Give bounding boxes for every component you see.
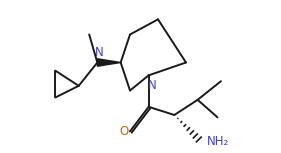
Text: NH₂: NH₂ [207, 135, 229, 148]
Text: O: O [119, 125, 129, 138]
Text: N: N [95, 45, 104, 58]
Polygon shape [97, 59, 121, 66]
Text: N: N [148, 79, 157, 92]
